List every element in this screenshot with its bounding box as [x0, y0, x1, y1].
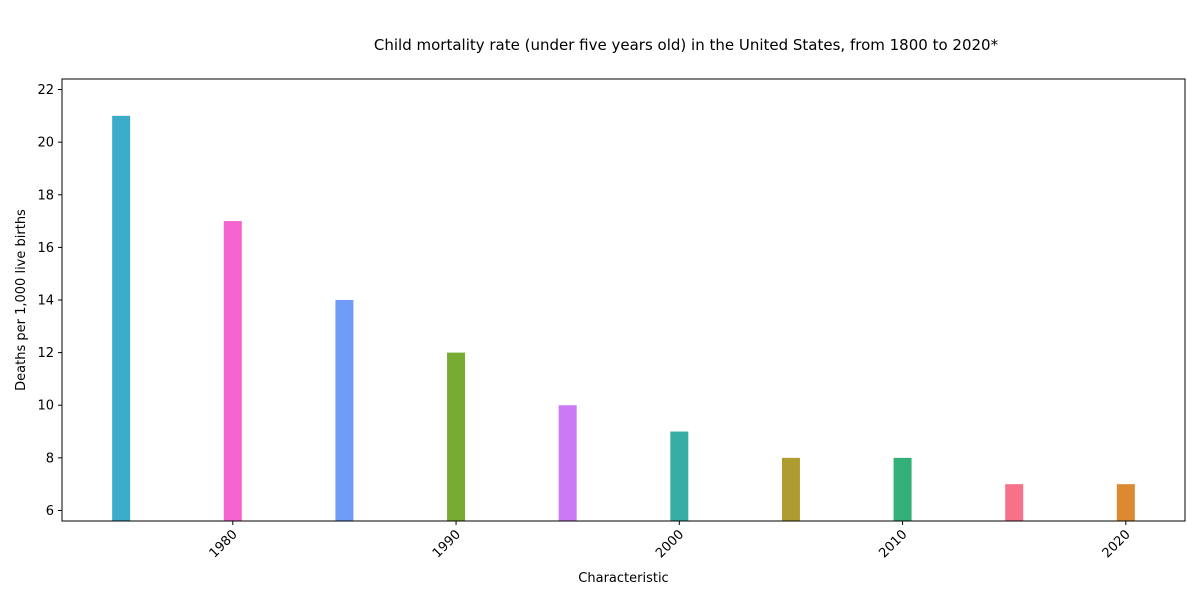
y-tick-label: 20 [37, 136, 54, 151]
bars-group [112, 115, 1135, 521]
y-tick-label: 18 [37, 188, 54, 203]
bar-1980 [223, 221, 242, 521]
y-tick-label: 16 [37, 241, 54, 256]
bar-2015 [1005, 484, 1024, 521]
bar-2020 [1116, 484, 1135, 521]
x-axis: 1980 1990 2000 2010 2020 [207, 521, 1134, 561]
y-axis: 6 8 10 12 14 16 18 20 22 [37, 83, 62, 519]
x-tick-label: 2000 [653, 527, 687, 561]
bar-1990 [447, 352, 466, 521]
y-tick-label: 10 [37, 399, 54, 414]
y-tick-label: 14 [37, 294, 54, 309]
y-axis-label: Deaths per 1,000 live births [14, 209, 29, 391]
x-tick-label: 2010 [876, 527, 910, 561]
x-axis-label: Characteristic [578, 571, 668, 586]
bar-1975 [112, 115, 131, 521]
bar-1995 [558, 405, 577, 521]
y-tick-label: 12 [37, 346, 54, 361]
bar-2005 [781, 457, 800, 521]
chart-title: Child mortality rate (under five years o… [374, 36, 999, 54]
y-tick-label: 8 [46, 451, 54, 466]
bar-2000 [670, 431, 689, 521]
bar-2010 [893, 457, 912, 521]
y-tick-label: 6 [46, 504, 54, 519]
bar-1985 [335, 300, 354, 521]
y-tick-label: 22 [37, 83, 54, 98]
x-tick-label: 2020 [1100, 527, 1134, 561]
x-tick-label: 1980 [207, 527, 241, 561]
x-tick-label: 1990 [430, 527, 464, 561]
